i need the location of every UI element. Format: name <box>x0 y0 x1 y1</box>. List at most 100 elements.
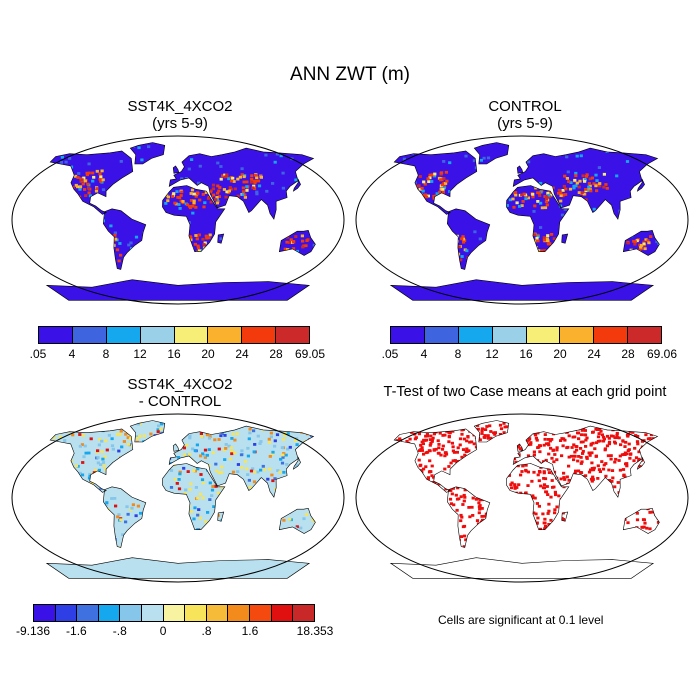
colorbar-tick-label: 12 <box>133 347 147 361</box>
land-antarctica <box>46 279 310 301</box>
colorbar-swatch <box>106 327 141 343</box>
land-britain <box>517 165 523 174</box>
colorbar-swatch <box>560 327 595 343</box>
land-eurasia <box>169 148 314 220</box>
panel4-title: T-Test of two Case means at each grid po… <box>345 384 700 401</box>
colorbar-swatch <box>72 327 107 343</box>
panel3-title-line2: - CONTROL <box>138 393 222 410</box>
colorbar-swatch <box>492 327 527 343</box>
land-southAmerica <box>103 208 146 270</box>
map-sst4k-4xco2 <box>11 135 345 305</box>
panel1-title-line2: (yrs 5-9) <box>152 115 208 132</box>
land-eurasia <box>513 148 658 220</box>
land-northAmerica <box>394 428 477 493</box>
panel2-title: CONTROL (yrs 5-9) <box>365 98 685 132</box>
colorbar-swatch <box>391 327 425 343</box>
colorbar-tick-label: 16 <box>167 347 181 361</box>
map-ttest <box>355 413 689 583</box>
colorbar-tick-label: 28 <box>269 347 283 361</box>
colorbar-swatch <box>174 327 209 343</box>
colorbar-swatch <box>208 327 243 343</box>
colorbar-tick-label: 8 <box>454 347 462 361</box>
colorbar-tick-label: 69.06 <box>646 347 678 361</box>
map-frame <box>355 413 689 583</box>
colorbar-swatch <box>98 605 121 621</box>
colorbar-swatch <box>39 327 73 343</box>
land-britain <box>173 165 179 174</box>
panel2-title-line2: (yrs 5-9) <box>497 115 553 132</box>
land-northAmerica <box>50 150 133 215</box>
panel1-title-line1: SST4K_4XCO2 <box>127 98 233 115</box>
colorbar-tick-label: 18.353 <box>296 624 334 638</box>
land-eurasia <box>169 426 314 498</box>
colorbar-tick-label: -1.6 <box>66 624 87 638</box>
colorbar-swatch <box>55 605 78 621</box>
land-japan <box>293 178 301 192</box>
panel2-title-line1: CONTROL <box>488 98 562 115</box>
colorbar-swatch <box>77 605 99 621</box>
colorbar-swatch <box>228 605 251 621</box>
colorbar-tick-label: 4 <box>68 347 76 361</box>
map-difference <box>11 413 345 583</box>
colorbar-tick-label: 69.05 <box>294 347 326 361</box>
page-title: ANN ZWT (m) <box>290 64 410 85</box>
land-japan <box>637 178 645 192</box>
map-frame <box>11 135 345 305</box>
colorbar-tick-label: 1.6 <box>241 624 259 638</box>
colorbar-tick-label: 28 <box>621 347 635 361</box>
colorbar-swatch <box>276 327 309 343</box>
panel4-title-line1: T-Test of two Case means at each grid po… <box>383 384 667 400</box>
colorbar-swatch <box>271 605 294 621</box>
colorbar-tick-label: 0 <box>159 624 167 638</box>
land-japan <box>293 456 301 470</box>
colorbar-swatch <box>293 605 314 621</box>
colorbar-difference <box>33 604 315 622</box>
colorbar-swatch <box>526 327 561 343</box>
colorbar-swatch <box>628 327 661 343</box>
colorbar-tick-label: 24 <box>235 347 249 361</box>
land-britain <box>173 443 179 452</box>
colorbar-tick-label: 8 <box>102 347 110 361</box>
colorbar-tick-label: 20 <box>201 347 215 361</box>
colorbar-tick-label: 20 <box>553 347 567 361</box>
land-southAmerica <box>103 486 146 548</box>
colorbar-swatch <box>185 605 207 621</box>
colorbar-tick-label: .05 <box>29 347 47 361</box>
colorbar-sst4k-4xco2-labels: .05 4 8 12 16 20 24 28 69.05 <box>30 347 325 363</box>
colorbar-sst4k-4xco2 <box>38 326 310 344</box>
panel3-title-line1: SST4K_4XCO2 <box>127 376 233 393</box>
map-frame <box>11 413 345 583</box>
colorbar-control <box>390 326 662 344</box>
colorbar-swatch <box>242 327 277 343</box>
land-madagascar <box>561 234 568 244</box>
colorbar-swatch <box>142 605 164 621</box>
colorbar-difference-labels: -9.136 -1.6 -.8 0 .8 1.6 18.353 <box>16 624 333 640</box>
colorbar-swatch <box>206 605 229 621</box>
colorbar-tick-label: 4 <box>420 347 428 361</box>
significance-note: Cells are significant at 0.1 level <box>438 613 604 627</box>
colorbar-swatch <box>34 605 56 621</box>
colorbar-swatch <box>458 327 493 343</box>
colorbar-tick-label: .8 <box>201 624 212 638</box>
land-antarctica <box>46 557 310 579</box>
map-frame <box>355 135 689 305</box>
land-antarctica <box>390 557 654 579</box>
land-northAmerica <box>394 150 477 215</box>
land-southAmerica <box>447 208 490 270</box>
colorbar-swatch <box>120 605 143 621</box>
colorbar-tick-label: 12 <box>485 347 499 361</box>
panel3-title: SST4K_4XCO2 - CONTROL <box>20 376 340 410</box>
colorbar-swatch <box>250 605 272 621</box>
colorbar-tick-label: -9.136 <box>15 624 51 638</box>
colorbar-swatch <box>594 327 629 343</box>
land-antarctica <box>390 279 654 301</box>
colorbar-swatch <box>140 327 175 343</box>
colorbar-swatch <box>424 327 459 343</box>
colorbar-tick-label: 16 <box>519 347 533 361</box>
colorbar-tick-label: .05 <box>381 347 399 361</box>
panel1-title: SST4K_4XCO2 (yrs 5-9) <box>20 98 340 132</box>
colorbar-tick-label: -.8 <box>112 624 127 638</box>
colorbar-swatch <box>163 605 186 621</box>
colorbar-control-labels: .05 4 8 12 16 20 24 28 69.06 <box>382 347 677 363</box>
map-control <box>355 135 689 305</box>
